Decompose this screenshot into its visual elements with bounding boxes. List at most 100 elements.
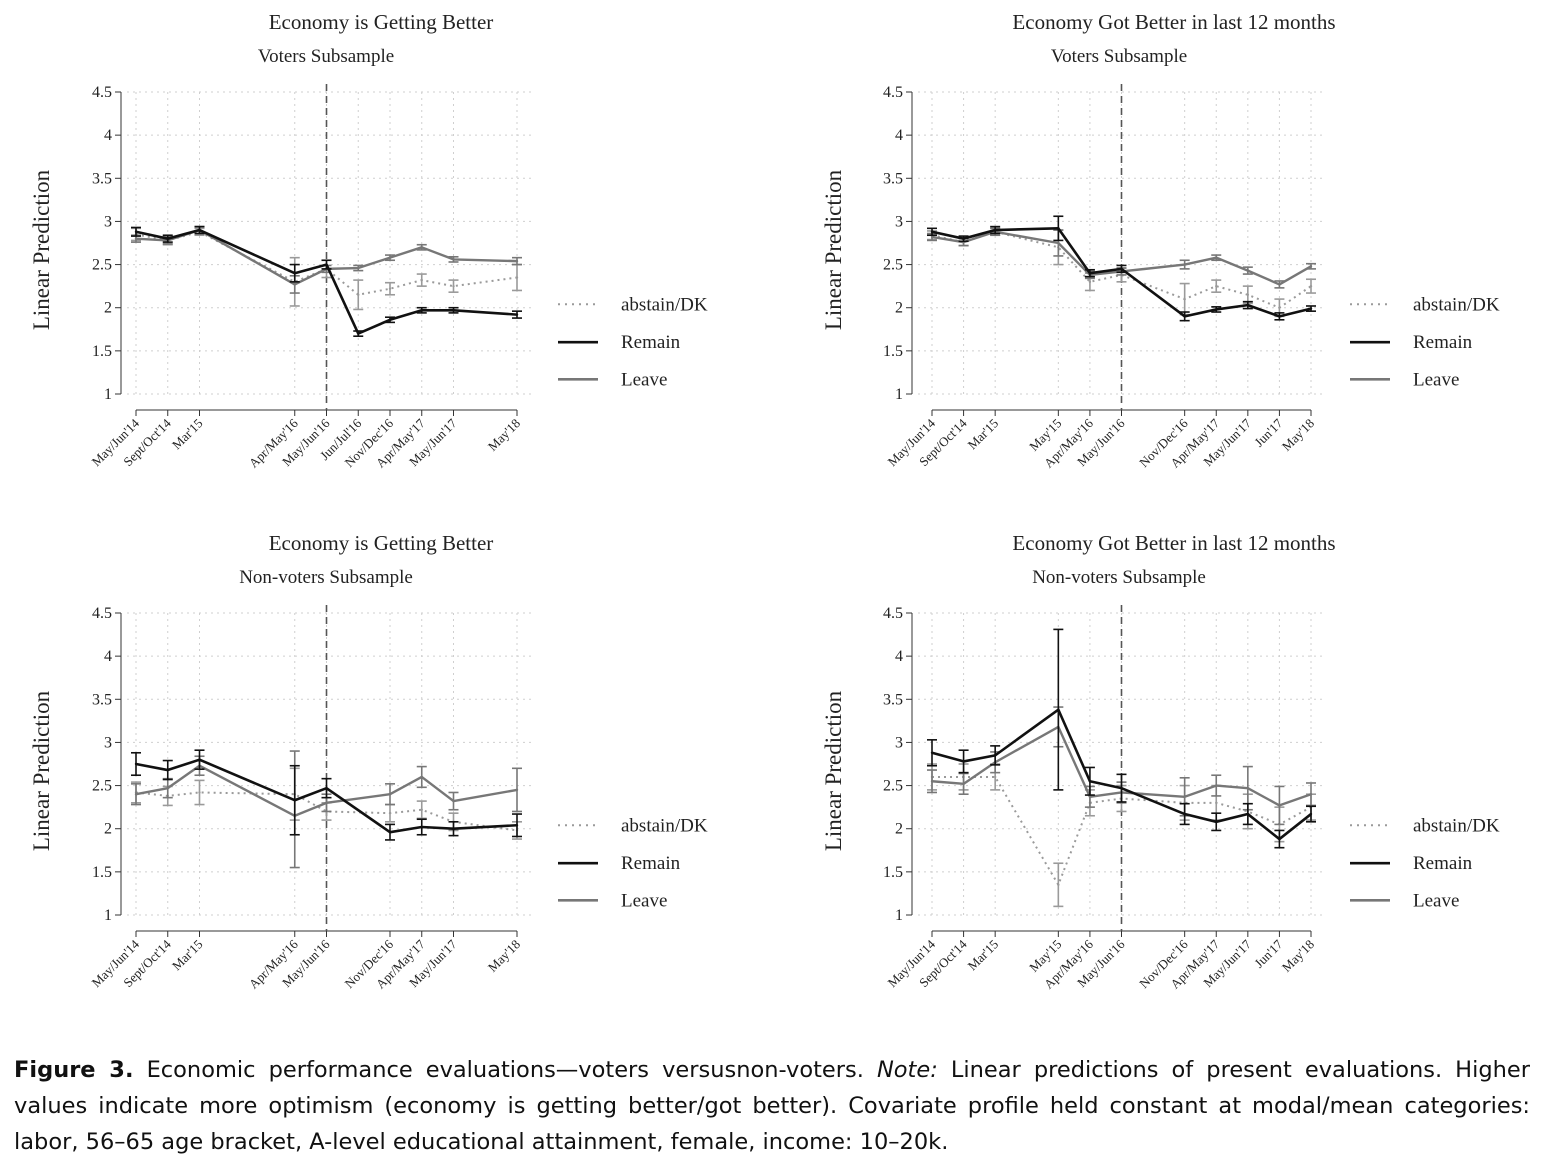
y-axis-label: Linear Prediction [821, 169, 846, 330]
data-point [1057, 708, 1060, 711]
y-tick-label: 1.5 [92, 343, 112, 360]
data-point [166, 786, 169, 790]
data-point [930, 780, 934, 783]
data-point [452, 827, 455, 830]
caption-label: Figure 3. [14, 1057, 134, 1083]
data-point [1183, 812, 1186, 816]
series-line [135, 791, 518, 832]
data-point [1278, 837, 1281, 841]
y-tick-label: 1.5 [883, 864, 903, 881]
data-point [452, 309, 455, 312]
y-tick-label: 1.5 [883, 343, 903, 360]
series-remain [927, 215, 1316, 322]
data-point [1246, 303, 1250, 307]
data-point [1246, 812, 1250, 816]
x-tick-label: Mar'15 [965, 416, 1002, 453]
data-point [293, 799, 296, 802]
data-point [325, 263, 328, 266]
data-point [388, 287, 392, 290]
chart-title: Economy is Getting Better [269, 10, 494, 34]
data-point [962, 237, 965, 240]
data-point [962, 760, 965, 763]
legend-label-leave: Leave [1413, 369, 1459, 390]
y-tick-label: 4.5 [883, 84, 903, 101]
y-tick-label: 4 [895, 127, 903, 144]
data-point [452, 799, 455, 803]
data-point [357, 266, 360, 270]
data-point [1088, 795, 1092, 798]
y-tick-label: 4 [104, 127, 112, 144]
data-point [1278, 804, 1281, 807]
series-line [135, 228, 518, 335]
data-point [1246, 786, 1250, 790]
data-point [388, 793, 392, 796]
data-point [134, 237, 138, 240]
data-point [515, 276, 519, 279]
data-point [166, 768, 169, 772]
x-tick-label: Mar'15 [965, 937, 1002, 974]
data-point [1088, 280, 1092, 284]
legend-label-remain: Remain [1413, 853, 1473, 874]
y-tick-label: 4.5 [92, 84, 112, 101]
data-point [293, 283, 296, 286]
data-point [1215, 820, 1218, 824]
y-tick-label: 3.5 [883, 691, 903, 708]
data-point [1215, 308, 1218, 311]
data-point [1309, 793, 1313, 796]
legend-label-remain: Remain [1413, 332, 1473, 353]
legend-label-remain: Remain [621, 332, 681, 353]
data-point [930, 235, 934, 239]
data-point [515, 313, 519, 316]
y-tick-label: 2 [895, 300, 903, 317]
data-point [198, 791, 201, 794]
chart-panel-4: Economy Got Better in last 12 months Non-… [821, 531, 1500, 992]
caption-note-text: Linear predictions of present evaluation… [14, 1057, 1530, 1155]
y-tick-label: 2 [895, 821, 903, 838]
x-tick-label: Mar'15 [169, 416, 206, 453]
y-tick-label: 3.5 [92, 691, 112, 708]
data-point [1215, 801, 1218, 805]
y-tick-label: 3.5 [883, 170, 903, 187]
y-tick-label: 3 [895, 734, 903, 751]
data-point [134, 793, 138, 796]
y-tick-label: 4.5 [883, 605, 903, 622]
series-remain [927, 628, 1316, 849]
y-tick-label: 1 [895, 907, 903, 924]
y-tick-label: 2 [104, 821, 112, 838]
data-point [1183, 315, 1186, 318]
data-point [515, 824, 519, 827]
data-point [452, 284, 455, 288]
data-point [1309, 307, 1313, 310]
data-point [1278, 315, 1281, 318]
data-point [1309, 265, 1313, 268]
data-point [420, 825, 423, 829]
data-point [420, 278, 423, 282]
data-point [1088, 272, 1092, 275]
chart-panel-1: Economy is Getting Better Voters Subsampl… [29, 10, 708, 471]
legend-label-abstain-dk: abstain/DK [1413, 294, 1500, 315]
data-point [1215, 256, 1218, 259]
data-point [452, 258, 455, 261]
data-point [1246, 293, 1250, 296]
data-point [1246, 269, 1250, 272]
y-tick-label: 1 [104, 907, 112, 924]
data-point [1057, 241, 1060, 245]
data-point [930, 230, 934, 233]
data-point [293, 272, 296, 275]
data-point [325, 786, 328, 790]
chart-panel-2: Economy Got Better in last 12 months Vote… [821, 10, 1500, 471]
data-point [515, 788, 519, 792]
y-tick-label: 3 [104, 734, 112, 751]
x-tick-label: May'18 [485, 937, 523, 975]
chart-subtitle: Non-voters Subsample [239, 567, 413, 588]
y-tick-label: 2.5 [883, 778, 903, 795]
y-tick-label: 4 [895, 648, 903, 665]
y-tick-label: 1.5 [92, 864, 112, 881]
data-point [198, 758, 201, 761]
data-point [1183, 263, 1186, 266]
y-tick-label: 3.5 [92, 170, 112, 187]
data-point [1215, 284, 1218, 288]
chart-title: Economy is Getting Better [269, 531, 494, 555]
data-point [930, 751, 934, 754]
data-point [420, 808, 423, 811]
